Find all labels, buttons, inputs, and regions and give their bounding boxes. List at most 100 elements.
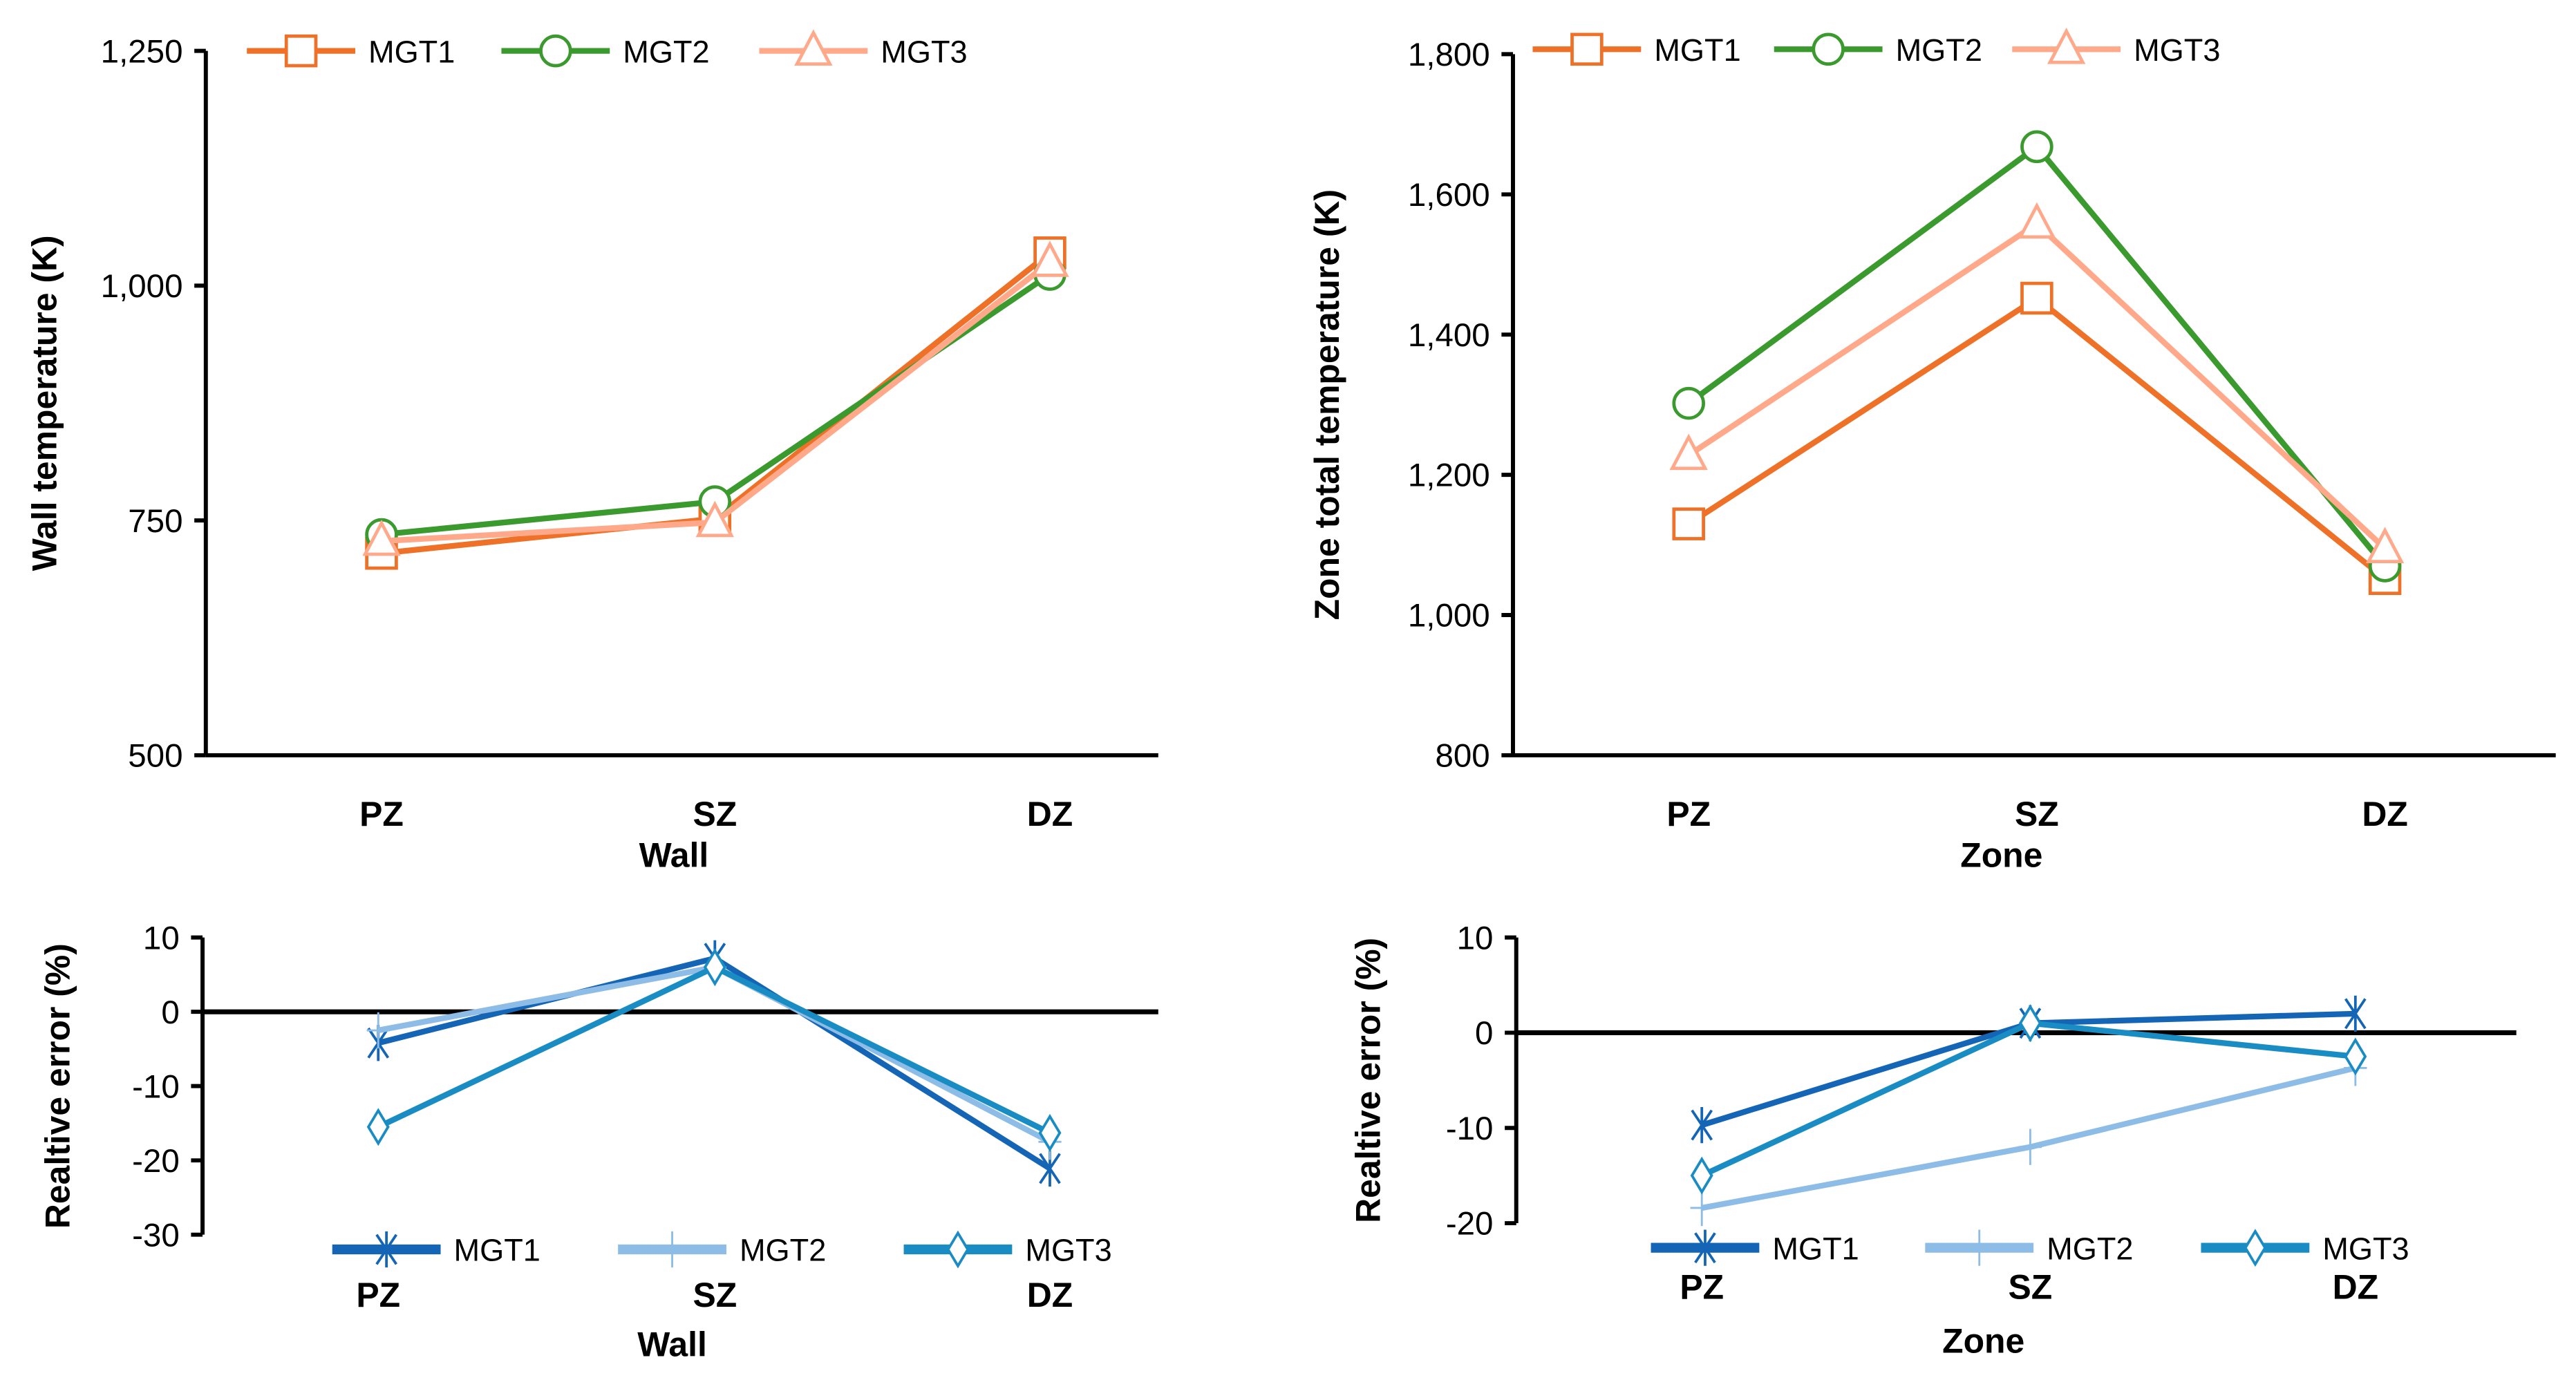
legend-label: MGT1 bbox=[1654, 32, 1740, 68]
legend-item: MGT1 bbox=[247, 34, 455, 69]
y-tick-label: 1,800 bbox=[1408, 37, 1490, 73]
legend-label: MGT2 bbox=[623, 34, 709, 69]
legend-label: MGT3 bbox=[881, 34, 967, 69]
y-tick-label: -10 bbox=[1446, 1111, 1494, 1147]
legend-marker bbox=[1570, 32, 1604, 66]
data-point bbox=[2365, 527, 2405, 564]
legend-label: MGT3 bbox=[2322, 1231, 2409, 1266]
legend-label: MGT2 bbox=[740, 1233, 826, 1268]
data-point bbox=[703, 948, 726, 987]
legend-item: MGT2 bbox=[618, 1231, 826, 1268]
y-axis-title: Realtive error (%) bbox=[1349, 938, 1388, 1223]
legend-item: MGT2 bbox=[1925, 1229, 2134, 1266]
series-MGT1 bbox=[1672, 281, 2402, 596]
data-point bbox=[1038, 1113, 1062, 1152]
legend-marker bbox=[2244, 1229, 2267, 1267]
y-tick-label: 1,000 bbox=[101, 268, 183, 305]
legend-marker bbox=[539, 34, 572, 68]
series-line bbox=[377, 955, 1052, 1171]
data-point bbox=[2018, 202, 2056, 239]
legend-item: MGT1 bbox=[1532, 32, 1741, 68]
legend-marker bbox=[946, 1230, 970, 1269]
legend-marker bbox=[2047, 28, 2086, 64]
x-axis-title: Wall bbox=[637, 1325, 707, 1363]
legend-label: MGT1 bbox=[1772, 1231, 1859, 1266]
x-tick-label: SZ bbox=[693, 795, 737, 833]
data-point bbox=[1669, 433, 1708, 471]
data-point bbox=[2018, 1128, 2042, 1165]
legend-marker bbox=[1968, 1229, 1991, 1266]
data-point bbox=[366, 1012, 390, 1049]
x-tick-label: PZ bbox=[356, 1276, 400, 1314]
x-tick-label: PZ bbox=[359, 795, 404, 833]
legend-item: MGT3 bbox=[2012, 28, 2220, 68]
y-tick-label: 0 bbox=[1475, 1015, 1493, 1052]
x-tick-label: DZ bbox=[2362, 795, 2407, 833]
x-tick-label: SZ bbox=[2009, 1267, 2053, 1306]
y-tick-label: 1,200 bbox=[1408, 457, 1490, 494]
legend-marker bbox=[660, 1231, 684, 1268]
x-axis-title: Zone bbox=[1942, 1322, 2024, 1361]
y-tick-label: 500 bbox=[128, 738, 182, 775]
series-MGT3 bbox=[1669, 202, 2405, 564]
legend-item: MGT3 bbox=[2201, 1229, 2409, 1267]
y-tick-label: 800 bbox=[1435, 738, 1489, 775]
series-MGT2 bbox=[1690, 1050, 2367, 1227]
legend-label: MGT1 bbox=[368, 34, 455, 69]
data-point bbox=[2344, 1037, 2367, 1076]
legend-label: MGT3 bbox=[2134, 32, 2220, 68]
legend-label: MGT1 bbox=[454, 1233, 540, 1268]
x-tick-label: DZ bbox=[2333, 1267, 2378, 1306]
y-tick-label: -10 bbox=[132, 1068, 180, 1105]
x-tick-label: DZ bbox=[1027, 795, 1073, 833]
legend-marker bbox=[375, 1231, 397, 1268]
data-point bbox=[1672, 507, 1705, 540]
y-tick-label: 1,250 bbox=[101, 33, 183, 70]
x-axis-title: Wall bbox=[639, 835, 709, 874]
data-point bbox=[2018, 1004, 2042, 1043]
x-tick-label: SZ bbox=[2015, 795, 2059, 833]
chart-4: -20 -10 0 10 PZ SZ DZ Zone Realtive error (%) MGT… bbox=[1349, 920, 2517, 1361]
legend-item: MGT2 bbox=[1774, 32, 1982, 68]
legend-marker bbox=[284, 34, 318, 68]
series-line bbox=[1701, 1065, 2356, 1211]
x-tick-label: PZ bbox=[1666, 795, 1711, 833]
data-point bbox=[2020, 130, 2053, 164]
y-axis-title: Wall temperature (K) bbox=[26, 235, 64, 571]
y-tick-label: 1,000 bbox=[1408, 598, 1490, 634]
legend-marker bbox=[1812, 32, 1845, 66]
data-point bbox=[362, 519, 401, 556]
legend-label: MGT2 bbox=[2047, 1231, 2133, 1266]
legend-item: MGT2 bbox=[501, 34, 710, 69]
data-point bbox=[1691, 1106, 1713, 1144]
x-axis-title: Zone bbox=[1960, 835, 2042, 874]
chart-3: -30 -20 -10 0 10 PZ SZ DZ Wall Realtive error (%)… bbox=[39, 920, 1158, 1363]
y-tick-label: 750 bbox=[128, 503, 182, 540]
legend-label: MGT3 bbox=[1025, 1233, 1111, 1268]
y-tick-label: 0 bbox=[161, 994, 179, 1031]
legend-item: MGT3 bbox=[759, 29, 968, 69]
legend-marker bbox=[1694, 1229, 1716, 1266]
legend-label: MGT2 bbox=[1896, 32, 1982, 68]
x-tick-label: PZ bbox=[1680, 1267, 1724, 1306]
data-point bbox=[1031, 240, 1069, 277]
x-tick-label: SZ bbox=[693, 1276, 737, 1314]
y-axis-title: Zone total temperature (K) bbox=[1308, 189, 1346, 621]
data-point bbox=[1672, 386, 1705, 420]
legend-item: MGT1 bbox=[1651, 1229, 1859, 1266]
y-tick-label: -20 bbox=[1446, 1206, 1494, 1242]
y-tick-label: 1,600 bbox=[1408, 177, 1490, 214]
data-point bbox=[2020, 281, 2053, 315]
data-point bbox=[1690, 1189, 1713, 1227]
data-point bbox=[2344, 995, 2367, 1032]
data-point bbox=[1690, 1156, 1713, 1195]
series-MGT3 bbox=[362, 240, 1069, 556]
chart-2: 800 1,000 1,200 1,400 1,600 1,800 PZ SZ DZ Zone Zo… bbox=[1308, 28, 2556, 874]
y-tick-label: 10 bbox=[1457, 920, 1494, 956]
series-line bbox=[1686, 220, 2387, 551]
series-MGT3 bbox=[1690, 1004, 2367, 1195]
y-tick-label: 1,400 bbox=[1408, 317, 1490, 354]
series-MGT2 bbox=[1672, 130, 2402, 583]
legend-item: MGT1 bbox=[332, 1231, 540, 1268]
y-tick-label: -20 bbox=[132, 1143, 180, 1180]
